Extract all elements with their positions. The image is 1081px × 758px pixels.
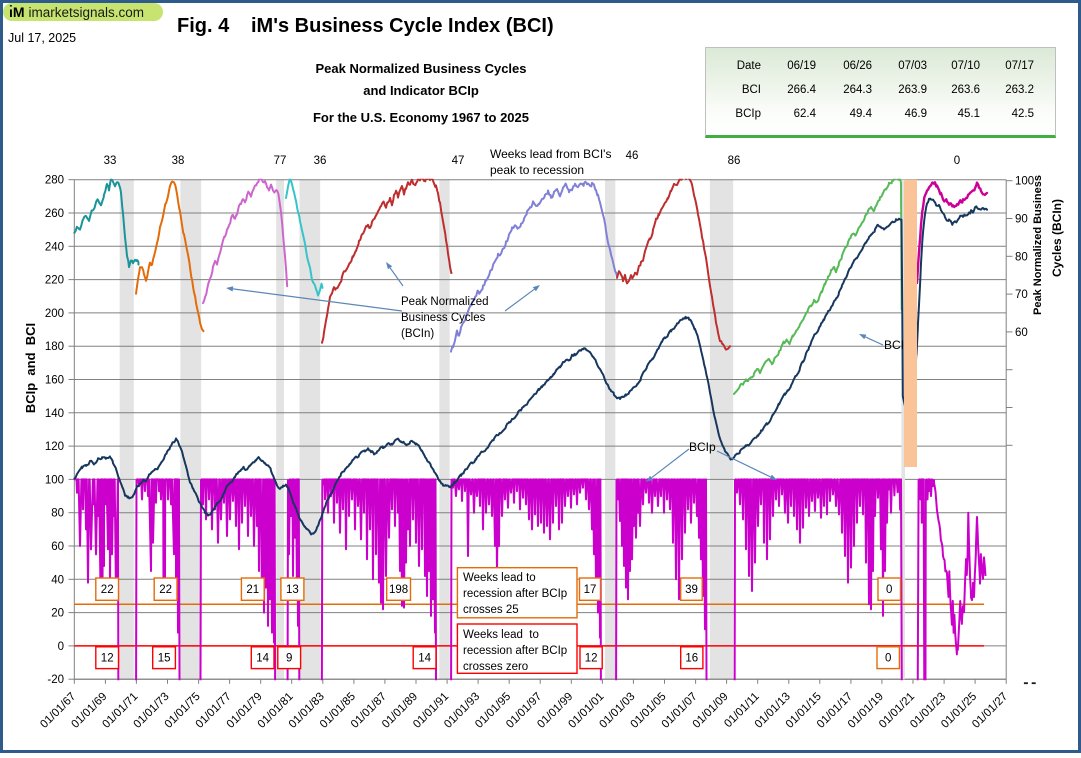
svg-text:33: 33 (104, 155, 117, 167)
svg-text:0: 0 (886, 584, 892, 596)
svg-text:40: 40 (51, 574, 64, 586)
svg-text:140: 140 (45, 408, 64, 420)
svg-text:60: 60 (51, 541, 64, 553)
svg-text:(BCIn): (BCIn) (401, 328, 434, 340)
svg-text:-20: -20 (47, 674, 64, 686)
svg-text:BCIp and BCI: BCIp and BCI (23, 323, 38, 413)
svg-text:21: 21 (246, 584, 259, 596)
svg-text:180: 180 (45, 341, 64, 353)
svg-text:12: 12 (101, 653, 114, 665)
svg-text:Cycles (BCIn): Cycles (BCIn) (1050, 199, 1064, 277)
svg-text:Weeks lead to: Weeks lead to (463, 572, 536, 584)
svg-text:BCIp: BCIp (689, 440, 716, 454)
svg-text:280: 280 (45, 175, 64, 187)
svg-text:20: 20 (51, 608, 64, 620)
svg-text:60: 60 (1015, 327, 1028, 339)
svg-text:22: 22 (159, 584, 172, 596)
svg-text:crosses zero: crosses zero (463, 661, 528, 673)
svg-text:17: 17 (584, 584, 597, 596)
svg-text:peak to recession: peak to recession (490, 163, 584, 177)
svg-text:16: 16 (685, 653, 698, 665)
svg-text:0: 0 (885, 653, 891, 665)
svg-text:47: 47 (452, 155, 465, 167)
svg-text:BCI: BCI (884, 338, 904, 352)
svg-text:9: 9 (286, 653, 292, 665)
svg-text:36: 36 (314, 155, 327, 167)
svg-text:39: 39 (685, 584, 698, 596)
svg-text:recession after BCIp: recession after BCIp (463, 588, 567, 600)
svg-text:77: 77 (274, 155, 287, 167)
svg-text:80: 80 (51, 508, 64, 520)
svg-text:Weeks lead to: Weeks lead to (463, 629, 539, 641)
svg-text:90: 90 (1015, 214, 1028, 226)
svg-text:crosses 25: crosses 25 (463, 604, 519, 616)
svg-text:Weeks lead from BCI's: Weeks lead from BCI's (490, 147, 611, 161)
svg-text:100: 100 (45, 474, 64, 486)
svg-text:120: 120 (45, 441, 64, 453)
svg-text:86: 86 (728, 155, 741, 167)
svg-text:160: 160 (45, 375, 64, 387)
svg-text:0: 0 (954, 155, 960, 167)
svg-text:Business Cycles: Business Cycles (401, 312, 486, 324)
svg-text:recession after BCIp: recession after BCIp (463, 645, 567, 657)
svg-text:38: 38 (172, 155, 185, 167)
svg-text:240: 240 (45, 241, 64, 253)
svg-text:0: 0 (58, 641, 64, 653)
svg-text:70: 70 (1015, 289, 1028, 301)
svg-text:46: 46 (626, 150, 639, 162)
svg-text:Peak Normalized: Peak Normalized (401, 296, 489, 308)
svg-text:200: 200 (45, 308, 64, 320)
svg-text:Peak Normalized Business: Peak Normalized Business (1032, 175, 1044, 315)
svg-text:220: 220 (45, 275, 64, 287)
svg-text:15: 15 (158, 653, 171, 665)
svg-text:80: 80 (1015, 251, 1028, 263)
svg-text:14: 14 (418, 653, 431, 665)
svg-text:22: 22 (101, 584, 114, 596)
svg-text:13: 13 (286, 584, 299, 596)
svg-text:100: 100 (1015, 176, 1034, 188)
svg-text:260: 260 (45, 208, 64, 220)
svg-text:198: 198 (389, 584, 408, 596)
svg-text:14: 14 (256, 653, 269, 665)
svg-text:12: 12 (585, 653, 598, 665)
